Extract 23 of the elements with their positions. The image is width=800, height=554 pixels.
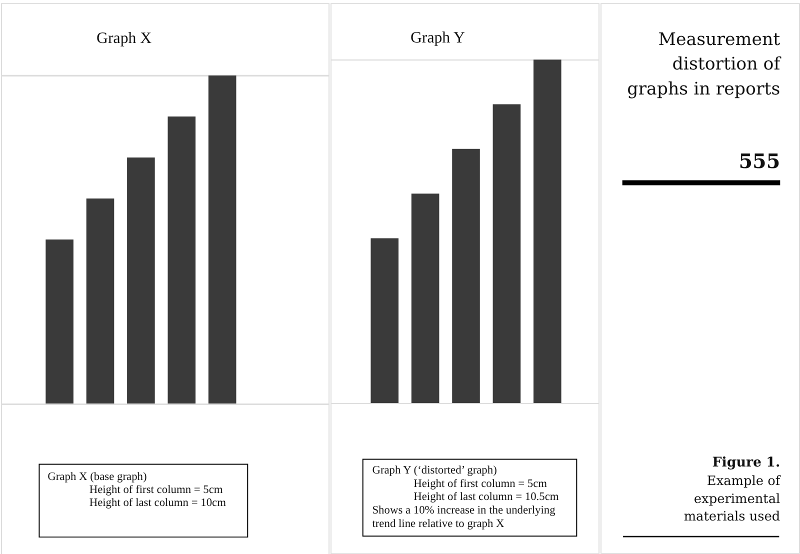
bar — [46, 239, 74, 404]
text: Height of first column = 5cm — [414, 478, 548, 490]
bar — [452, 148, 480, 404]
bar — [533, 60, 562, 404]
bar — [411, 194, 440, 404]
caption: Figure 1. — [712, 454, 780, 471]
text: Measurement distortion of graphs in reports — [627, 30, 782, 100]
text: Graph Y (‘distorted’ graph) — [372, 464, 498, 477]
text: Graph X (base graph) — [48, 470, 147, 483]
text: Height of first column = 5cm — [89, 484, 223, 496]
text: Height of last column = 10.5cm — [414, 491, 559, 504]
bar — [168, 116, 196, 404]
text: Height of last column = 10cm — [89, 496, 226, 509]
bar — [127, 158, 155, 404]
chart-title: Graph X — [96, 30, 152, 47]
bar — [86, 198, 114, 404]
bar — [492, 104, 521, 404]
bar — [208, 76, 236, 404]
text: 555 — [738, 148, 780, 173]
text: Example of experimental materials used — [684, 474, 782, 524]
bar — [370, 238, 399, 404]
text: Shows a 10% increase in the underlying trend line relative to graph X — [372, 504, 556, 530]
chart-title: Graph Y — [410, 29, 466, 46]
